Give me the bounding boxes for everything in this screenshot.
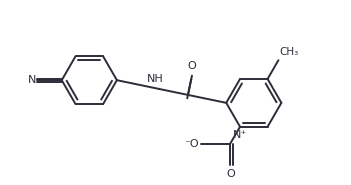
Text: N⁺: N⁺	[233, 130, 247, 140]
Text: CH₃: CH₃	[279, 47, 299, 57]
Text: N: N	[28, 75, 36, 85]
Text: ⁻O: ⁻O	[184, 139, 199, 149]
Text: O: O	[227, 169, 236, 179]
Text: NH: NH	[147, 74, 164, 84]
Text: O: O	[187, 61, 196, 71]
